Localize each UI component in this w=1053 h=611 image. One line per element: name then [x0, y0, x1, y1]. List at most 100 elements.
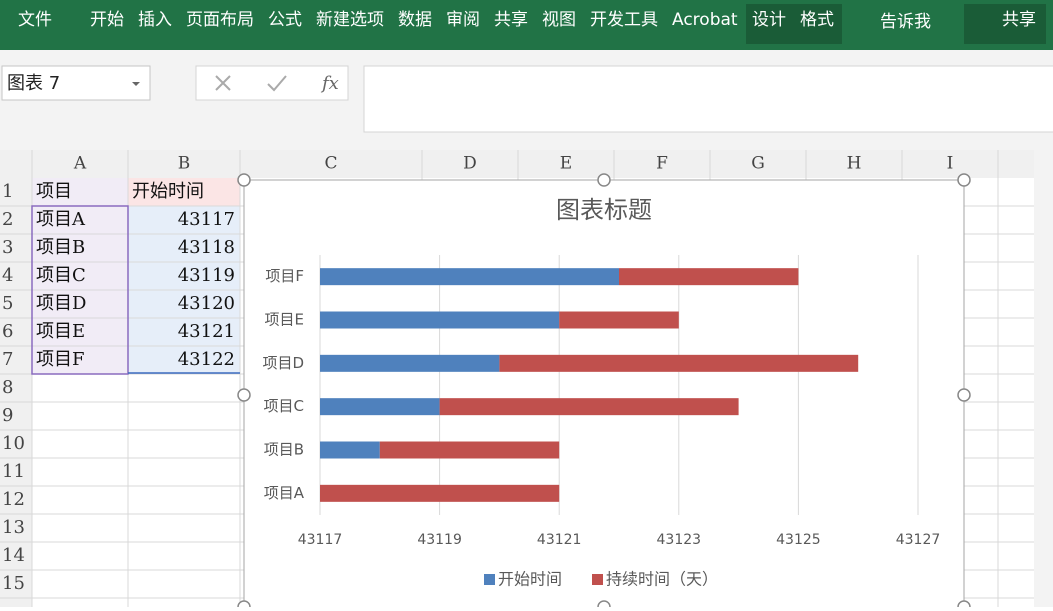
- x-tick-label: 43125: [776, 532, 821, 548]
- row-header[interactable]: 2: [2, 209, 13, 230]
- column-header[interactable]: G: [751, 154, 765, 174]
- ribbon-tab[interactable]: 视图: [542, 10, 576, 30]
- ribbon-tab[interactable]: 插入: [138, 10, 172, 30]
- legend-swatch: [592, 574, 603, 585]
- cancel-icon[interactable]: [215, 75, 231, 91]
- column-header[interactable]: H: [847, 154, 862, 174]
- range-highlight: [128, 178, 240, 206]
- ribbon-tab[interactable]: 公式: [268, 10, 302, 30]
- share-bg: [964, 4, 1046, 44]
- row-header[interactable]: 1: [2, 181, 13, 202]
- cell[interactable]: 43122: [178, 349, 235, 370]
- ribbon-tab[interactable]: 开始: [90, 10, 124, 30]
- cell[interactable]: 43119: [178, 265, 235, 286]
- row-header[interactable]: 5: [2, 293, 13, 314]
- formula-input[interactable]: [363, 65, 1053, 133]
- legend-label: 持续时间（天）: [606, 570, 718, 589]
- ribbon-tab[interactable]: 页面布局: [186, 10, 254, 30]
- tell-me[interactable]: 告诉我: [880, 12, 931, 32]
- row-header[interactable]: 14: [2, 545, 25, 566]
- resize-handle[interactable]: [597, 173, 611, 187]
- column-header[interactable]: A: [73, 154, 87, 174]
- y-tick-label: 项目A: [264, 484, 305, 502]
- cell[interactable]: 项目E: [36, 321, 85, 342]
- resize-handle[interactable]: [237, 600, 251, 611]
- chart-area[interactable]: [243, 179, 965, 611]
- row-header[interactable]: 3: [2, 237, 13, 258]
- bar-segment: [320, 268, 619, 286]
- ribbon-tab[interactable]: 数据: [398, 10, 432, 30]
- formula-buttons: [195, 65, 349, 101]
- y-tick-label: 项目F: [265, 267, 304, 285]
- bar-segment: [379, 441, 560, 459]
- bar-segment: [320, 311, 560, 329]
- context-tabs-bg: [746, 4, 842, 44]
- chart-title: 图表标题: [556, 196, 652, 224]
- row-header[interactable]: 9: [2, 405, 13, 426]
- ribbon-tab[interactable]: 新建选项: [316, 10, 384, 30]
- row-header[interactable]: 6: [2, 321, 13, 342]
- range-highlight: [32, 178, 128, 374]
- column-header-bar: [0, 150, 1053, 178]
- ribbon-tab[interactable]: Acrobat: [672, 10, 738, 30]
- cell[interactable]: 43121: [178, 321, 235, 342]
- x-tick-label: 43119: [417, 532, 462, 548]
- row-header[interactable]: 10: [2, 433, 25, 454]
- resize-handle[interactable]: [597, 600, 611, 611]
- ribbon-bar: [0, 0, 1053, 50]
- cell[interactable]: 项目D: [36, 293, 86, 314]
- resize-handle[interactable]: [957, 173, 971, 187]
- row-header[interactable]: 15: [2, 573, 25, 594]
- column-header[interactable]: F: [656, 154, 668, 174]
- x-tick-label: 43117: [298, 532, 343, 548]
- resize-handle[interactable]: [237, 173, 251, 187]
- cell[interactable]: 项目: [36, 181, 72, 202]
- legend-label: 开始时间: [498, 570, 562, 589]
- cell[interactable]: 43117: [178, 209, 235, 230]
- ribbon-tab[interactable]: 格式: [800, 10, 834, 30]
- y-tick-label: 项目B: [264, 441, 304, 459]
- cell[interactable]: 43118: [178, 237, 235, 258]
- ribbon-tab[interactable]: 文件: [18, 10, 52, 30]
- row-header[interactable]: 8: [2, 377, 13, 398]
- row-header[interactable]: 11: [2, 461, 25, 482]
- row-header[interactable]: 4: [2, 265, 13, 286]
- resize-handle[interactable]: [957, 388, 971, 402]
- bar-segment: [559, 311, 679, 329]
- range-border: [31, 205, 129, 375]
- ribbon-tab[interactable]: 审阅: [446, 10, 480, 30]
- cell[interactable]: 43120: [178, 293, 235, 314]
- dropdown-arrow: [132, 82, 140, 86]
- row-header[interactable]: 7: [2, 349, 13, 370]
- bar-segment: [619, 268, 799, 286]
- x-tick-label: 43127: [896, 532, 941, 548]
- ribbon-tab[interactable]: 开发工具: [590, 10, 658, 30]
- enter-icon[interactable]: [267, 75, 287, 92]
- legend-swatch: [484, 574, 495, 585]
- row-header[interactable]: 13: [2, 517, 25, 538]
- column-header[interactable]: B: [178, 154, 191, 174]
- cell[interactable]: 项目A: [36, 209, 86, 230]
- cell[interactable]: 项目C: [36, 265, 86, 286]
- bar-segment: [320, 398, 440, 416]
- cell[interactable]: 项目B: [36, 237, 85, 258]
- resize-handle[interactable]: [237, 388, 251, 402]
- ribbon-tab[interactable]: 设计: [752, 10, 786, 30]
- name-box[interactable]: [1, 65, 151, 101]
- ribbon-tab[interactable]: 共享: [494, 10, 528, 30]
- column-header[interactable]: E: [560, 154, 572, 174]
- column-header[interactable]: I: [947, 154, 954, 174]
- cell[interactable]: 开始时间: [132, 181, 204, 202]
- row-header[interactable]: 12: [2, 489, 25, 510]
- resize-handle[interactable]: [957, 600, 971, 611]
- column-header[interactable]: C: [324, 154, 337, 174]
- scrollbar[interactable]: [1034, 150, 1053, 607]
- cell[interactable]: 项目F: [36, 349, 85, 370]
- x-tick-label: 43123: [657, 532, 702, 548]
- fx-button[interactable]: fx: [320, 73, 339, 94]
- column-header[interactable]: D: [463, 154, 477, 174]
- share-button[interactable]: 共享: [1002, 10, 1036, 30]
- name-box-text: 图表 7: [7, 73, 60, 94]
- bar-segment: [320, 441, 380, 459]
